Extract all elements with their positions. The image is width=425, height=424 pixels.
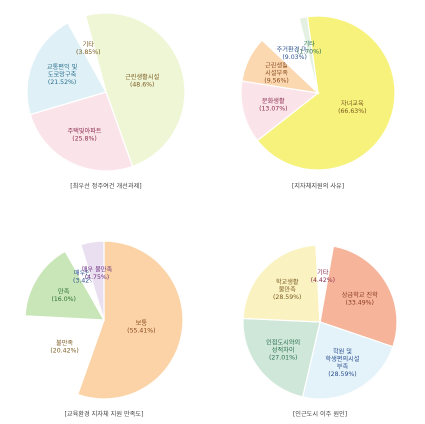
pie-slice-3-1 [76,240,184,400]
pie-chart-3: 보통 (55.41%) 불만족 (20.42%) 만족 (16.0%) 매우만족 (3.42%… [24,240,184,400]
pie-slice-4-3 [242,317,321,398]
slice-label-2-5: 기타 (1.70%) [297,40,321,56]
pie-slice-3-3 [24,250,106,321]
slice-label-1-4: 기타 (3.85%) [76,41,100,57]
pie-slice-1-4 [67,14,107,93]
slice-label-2-2: 문화생활 (13.07%) [259,97,287,113]
slice-label-3-2: 불만족 (20.42%) [50,339,78,355]
slice-label-1-3: 교통편익 및 도로망구축 (21.52%) [47,63,78,86]
pie-slice-3-2 [24,315,105,396]
chart-caption-4: [인근도시 이주 원인] [292,411,348,418]
pie-slice-3-5 [80,240,105,321]
slice-label-1-1: 근린생활시설 (48.6%) [125,73,159,89]
pie-chart-2: 자녀교육 (66.63%) 문화생활 (13.07%) 근린생활 시설부족 (9.56%)주… [240,15,396,171]
pie-chart-1: 근린생활시설 (48.6%) 주택및아파트 (25.8%) 교통편익 및 도로망구축 (21… [26,12,186,172]
slice-label-3-1: 보통 (55.41%) [127,320,155,335]
pie-slice-2-1 [256,15,396,171]
pie-slice-4-1 [319,245,398,348]
pie-slice-4-2 [301,321,394,400]
pie-chart-4: 상급학교 진학 (33.49%) 학원 및 학생편의시설 부족 (28.59%) 인접도시와… [242,244,398,400]
pie-slice-2-2 [240,80,320,142]
chart-caption-2: [지자체지원의 사유] [291,183,345,190]
slice-label-2-4: 주거환경 미비 (9.03%) [277,46,313,62]
slice-label-3-3: 만족 (16.0%) [51,288,75,304]
slice-label-4-3: 인접도시와의 성적차이 (27.01%) [266,339,300,362]
slice-label-3-4: 매우만족 (3.42%) [73,269,97,285]
slice-label-4-1: 상급학교 진학 (33.49%) [342,291,378,307]
slice-label-4-5: 기타 (4.42%) [311,268,335,284]
pie-slice-4-5 [315,244,335,323]
pie-slice-1-2 [29,91,134,172]
pie-slice-4-4 [242,244,321,323]
pie-slice-2-5 [298,16,319,94]
pie-slice-1-3 [26,22,107,116]
chart-caption-1: [최우선 정주여건 개선과제] [70,183,142,190]
slice-label-4-2: 학원 및 학생편의시설 부족 (28.59%) [325,347,359,378]
pie-slice-1-1 [84,12,186,168]
slice-label-1-2: 주택및아파트 (25.8%) [67,127,101,143]
slice-label-3-5: 매우 불만족 (4.75%) [82,266,113,282]
slice-label-2-3: 근린생활 시설부족 (9.56%) [264,61,288,84]
slice-label-2-1: 자녀교육 (66.63%) [338,99,366,115]
slice-label-4-4: 학교생활 불만족 (28.59%) [273,278,301,301]
chart-caption-3: [교육환경 지자체 지원 만족도] [64,411,144,418]
